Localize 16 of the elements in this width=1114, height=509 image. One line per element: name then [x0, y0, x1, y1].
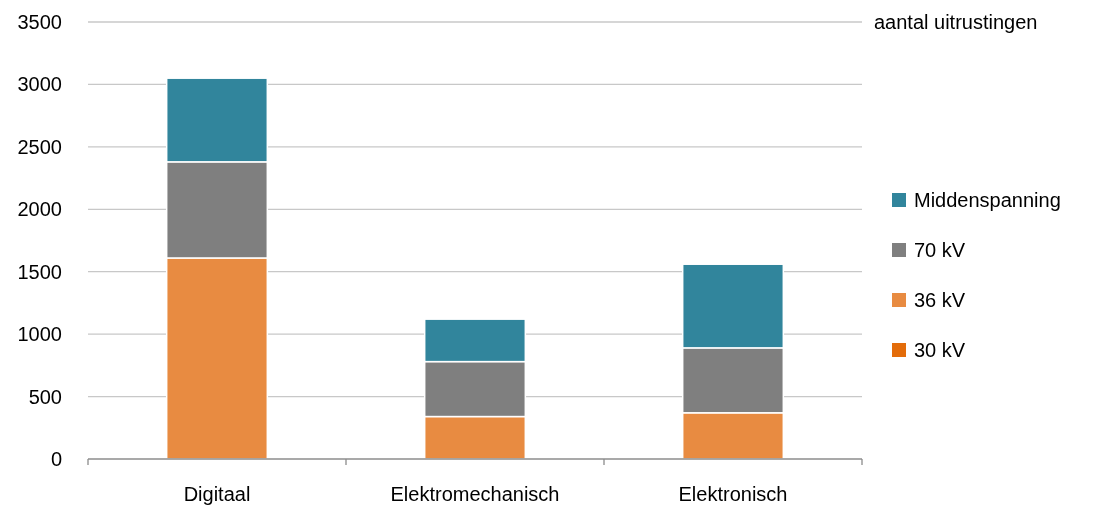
legend-label: 70 kV — [914, 239, 966, 261]
y-tick-label: 1000 — [17, 323, 62, 346]
legend-label: 36 kV — [914, 289, 966, 311]
x-tick-label: Elektronisch — [678, 483, 788, 505]
y-axis-title: aantal uitrustingen — [874, 11, 1038, 33]
x-tick-label: Elektromechanisch — [390, 483, 560, 505]
legend-label: Middenspanning — [914, 189, 1061, 211]
y-tick-label: 0 — [50, 448, 62, 470]
y-tick-label: 2000 — [17, 198, 62, 221]
y-tick-label: 3500 — [17, 11, 62, 33]
y-tick-label: 3000 — [17, 73, 62, 96]
y-tick-label: 1500 — [17, 260, 62, 283]
legend-label: 30 kV — [914, 339, 966, 361]
y-tick-label: 2500 — [17, 135, 62, 158]
y-tick-label: 500 — [28, 385, 62, 408]
x-tick-label: Digitaal — [183, 483, 251, 505]
